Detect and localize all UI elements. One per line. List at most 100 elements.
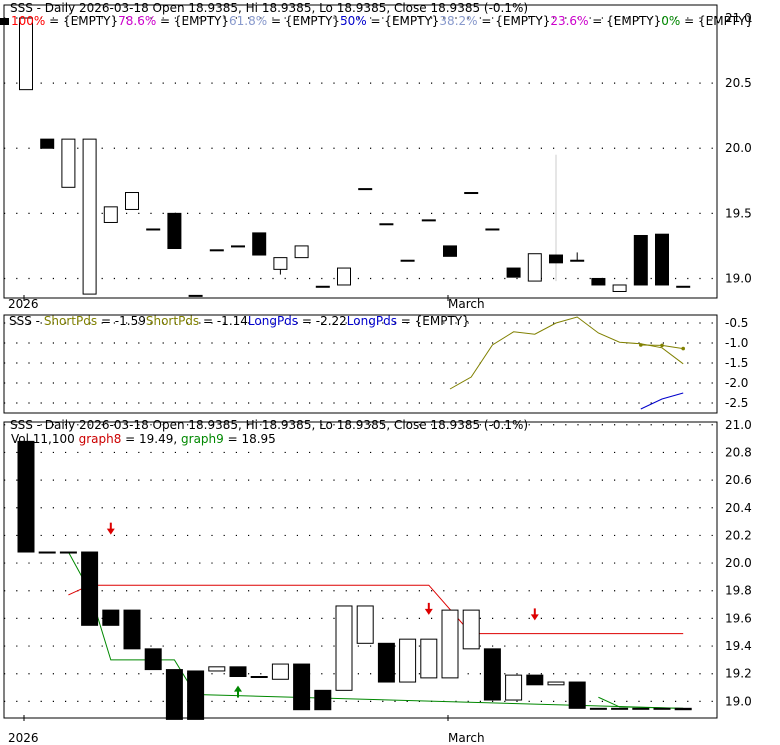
candle <box>125 192 139 210</box>
candle <box>167 212 182 250</box>
y-tick-label: 20.0 <box>725 556 752 570</box>
candle <box>589 707 607 710</box>
candle <box>612 284 627 292</box>
y-tick-label: 20.2 <box>725 528 752 542</box>
candle <box>315 285 330 288</box>
x-tick-label: 2026 <box>8 731 39 745</box>
candle <box>293 663 311 711</box>
y-tick-label: 19.0 <box>725 271 752 285</box>
candle <box>102 609 120 626</box>
y-tick-label: 19.0 <box>725 694 752 708</box>
buy-arrow-icon <box>234 685 242 692</box>
candle <box>358 188 373 191</box>
legend-series-label: 61.8% <box>229 14 267 28</box>
series-line <box>449 316 684 390</box>
legend-text: SSS - ShortPds = -1.59ShortPds = -1.14Lo… <box>9 314 470 328</box>
series-point <box>639 343 643 347</box>
legend-series-value: = -1.14 <box>199 314 248 328</box>
legend-series-value: = 18.95 <box>224 432 276 446</box>
legend-series-value: = {EMPTY} <box>588 14 661 28</box>
legend-series-value: = -1.59 <box>97 314 146 328</box>
x-tick-label: March <box>448 297 485 311</box>
candle <box>527 253 542 282</box>
candle <box>314 689 332 711</box>
candle <box>653 707 671 710</box>
candle <box>676 285 691 288</box>
y-tick-label: -2.0 <box>725 376 748 390</box>
candle <box>165 669 183 720</box>
candle <box>61 138 76 188</box>
y-tick-label: 21.0 <box>725 11 752 25</box>
candle <box>655 233 669 286</box>
y-tick-label: 20.8 <box>725 445 752 459</box>
panel-2-frame <box>3 421 718 719</box>
candle <box>188 294 203 297</box>
candle <box>103 206 118 223</box>
legend-series-label: LongPds <box>347 314 397 328</box>
y-tick-label: 19.6 <box>725 611 752 625</box>
chart-title: SSS - Daily 2026-03-18 Open 18.9385, Hi … <box>10 418 528 432</box>
legend-series-value: = {EMPTY} <box>156 14 229 28</box>
candle <box>547 681 565 686</box>
candle <box>505 674 523 701</box>
y-tick-label: 20.6 <box>725 473 752 487</box>
legend-series-value: = 19.49, <box>121 432 181 446</box>
candle <box>506 267 521 278</box>
legend-series-value: = {EMPTY} <box>45 14 118 28</box>
candle <box>443 245 457 257</box>
sell-arrow-icon <box>530 614 539 621</box>
y-tick-label: -1.5 <box>725 356 748 370</box>
series-point <box>660 343 664 348</box>
candle <box>146 228 161 231</box>
candle <box>377 642 395 683</box>
candle <box>400 259 415 262</box>
legend-series-label: ShortPds <box>44 314 97 328</box>
candle <box>464 192 479 195</box>
candle <box>187 670 205 720</box>
legend-series-value: = {EMPTY} <box>680 14 753 28</box>
legend-series-value: = {EMPTY} <box>267 14 340 28</box>
candle <box>485 228 500 231</box>
sell-arrow-icon <box>106 528 115 535</box>
candle <box>421 219 436 222</box>
sell-arrow-icon <box>424 608 433 615</box>
candle <box>335 605 353 691</box>
candle <box>399 638 417 683</box>
candle <box>40 138 55 149</box>
legend-series-value: = {EMPTY} <box>478 14 551 28</box>
y-tick-label: -0.5 <box>725 316 748 330</box>
y-tick-label: 20.0 <box>725 141 752 155</box>
y-tick-label: 20.4 <box>725 501 752 515</box>
candle <box>252 232 267 256</box>
legend-series-value: = -2.22 <box>298 314 347 328</box>
y-tick-label: 19.4 <box>725 639 752 653</box>
panel-1-frame <box>3 314 718 414</box>
series-line <box>640 392 684 410</box>
candle <box>570 259 585 262</box>
candle <box>420 638 438 679</box>
legend-series-label: LongPds <box>248 314 298 328</box>
candle <box>17 440 35 553</box>
legend-series-label: 23.6% <box>550 14 588 28</box>
chart-title: SSS - Daily 2026-03-18 Open 18.9385, Hi … <box>10 1 528 15</box>
candle <box>81 551 99 626</box>
candle <box>231 245 245 248</box>
legend-series-label: graph8 <box>79 432 122 446</box>
legend-series-label: 0% <box>661 14 680 28</box>
legend-series-label: graph9 <box>181 432 224 446</box>
legend-series-label: 50% <box>340 14 367 28</box>
candle <box>209 249 224 252</box>
candle <box>483 648 501 701</box>
candle <box>633 234 648 286</box>
legend-series-label: ShortPds <box>146 314 199 328</box>
y-tick-label: 19.2 <box>725 667 752 681</box>
legend-prefix: SSS - <box>9 314 44 328</box>
candle <box>526 674 544 686</box>
candle <box>271 663 289 680</box>
candle <box>549 254 563 264</box>
candle <box>144 648 162 671</box>
candle <box>591 277 606 286</box>
legend-series-label: 38.2% <box>439 14 477 28</box>
candle <box>250 676 268 679</box>
candle <box>611 707 629 710</box>
